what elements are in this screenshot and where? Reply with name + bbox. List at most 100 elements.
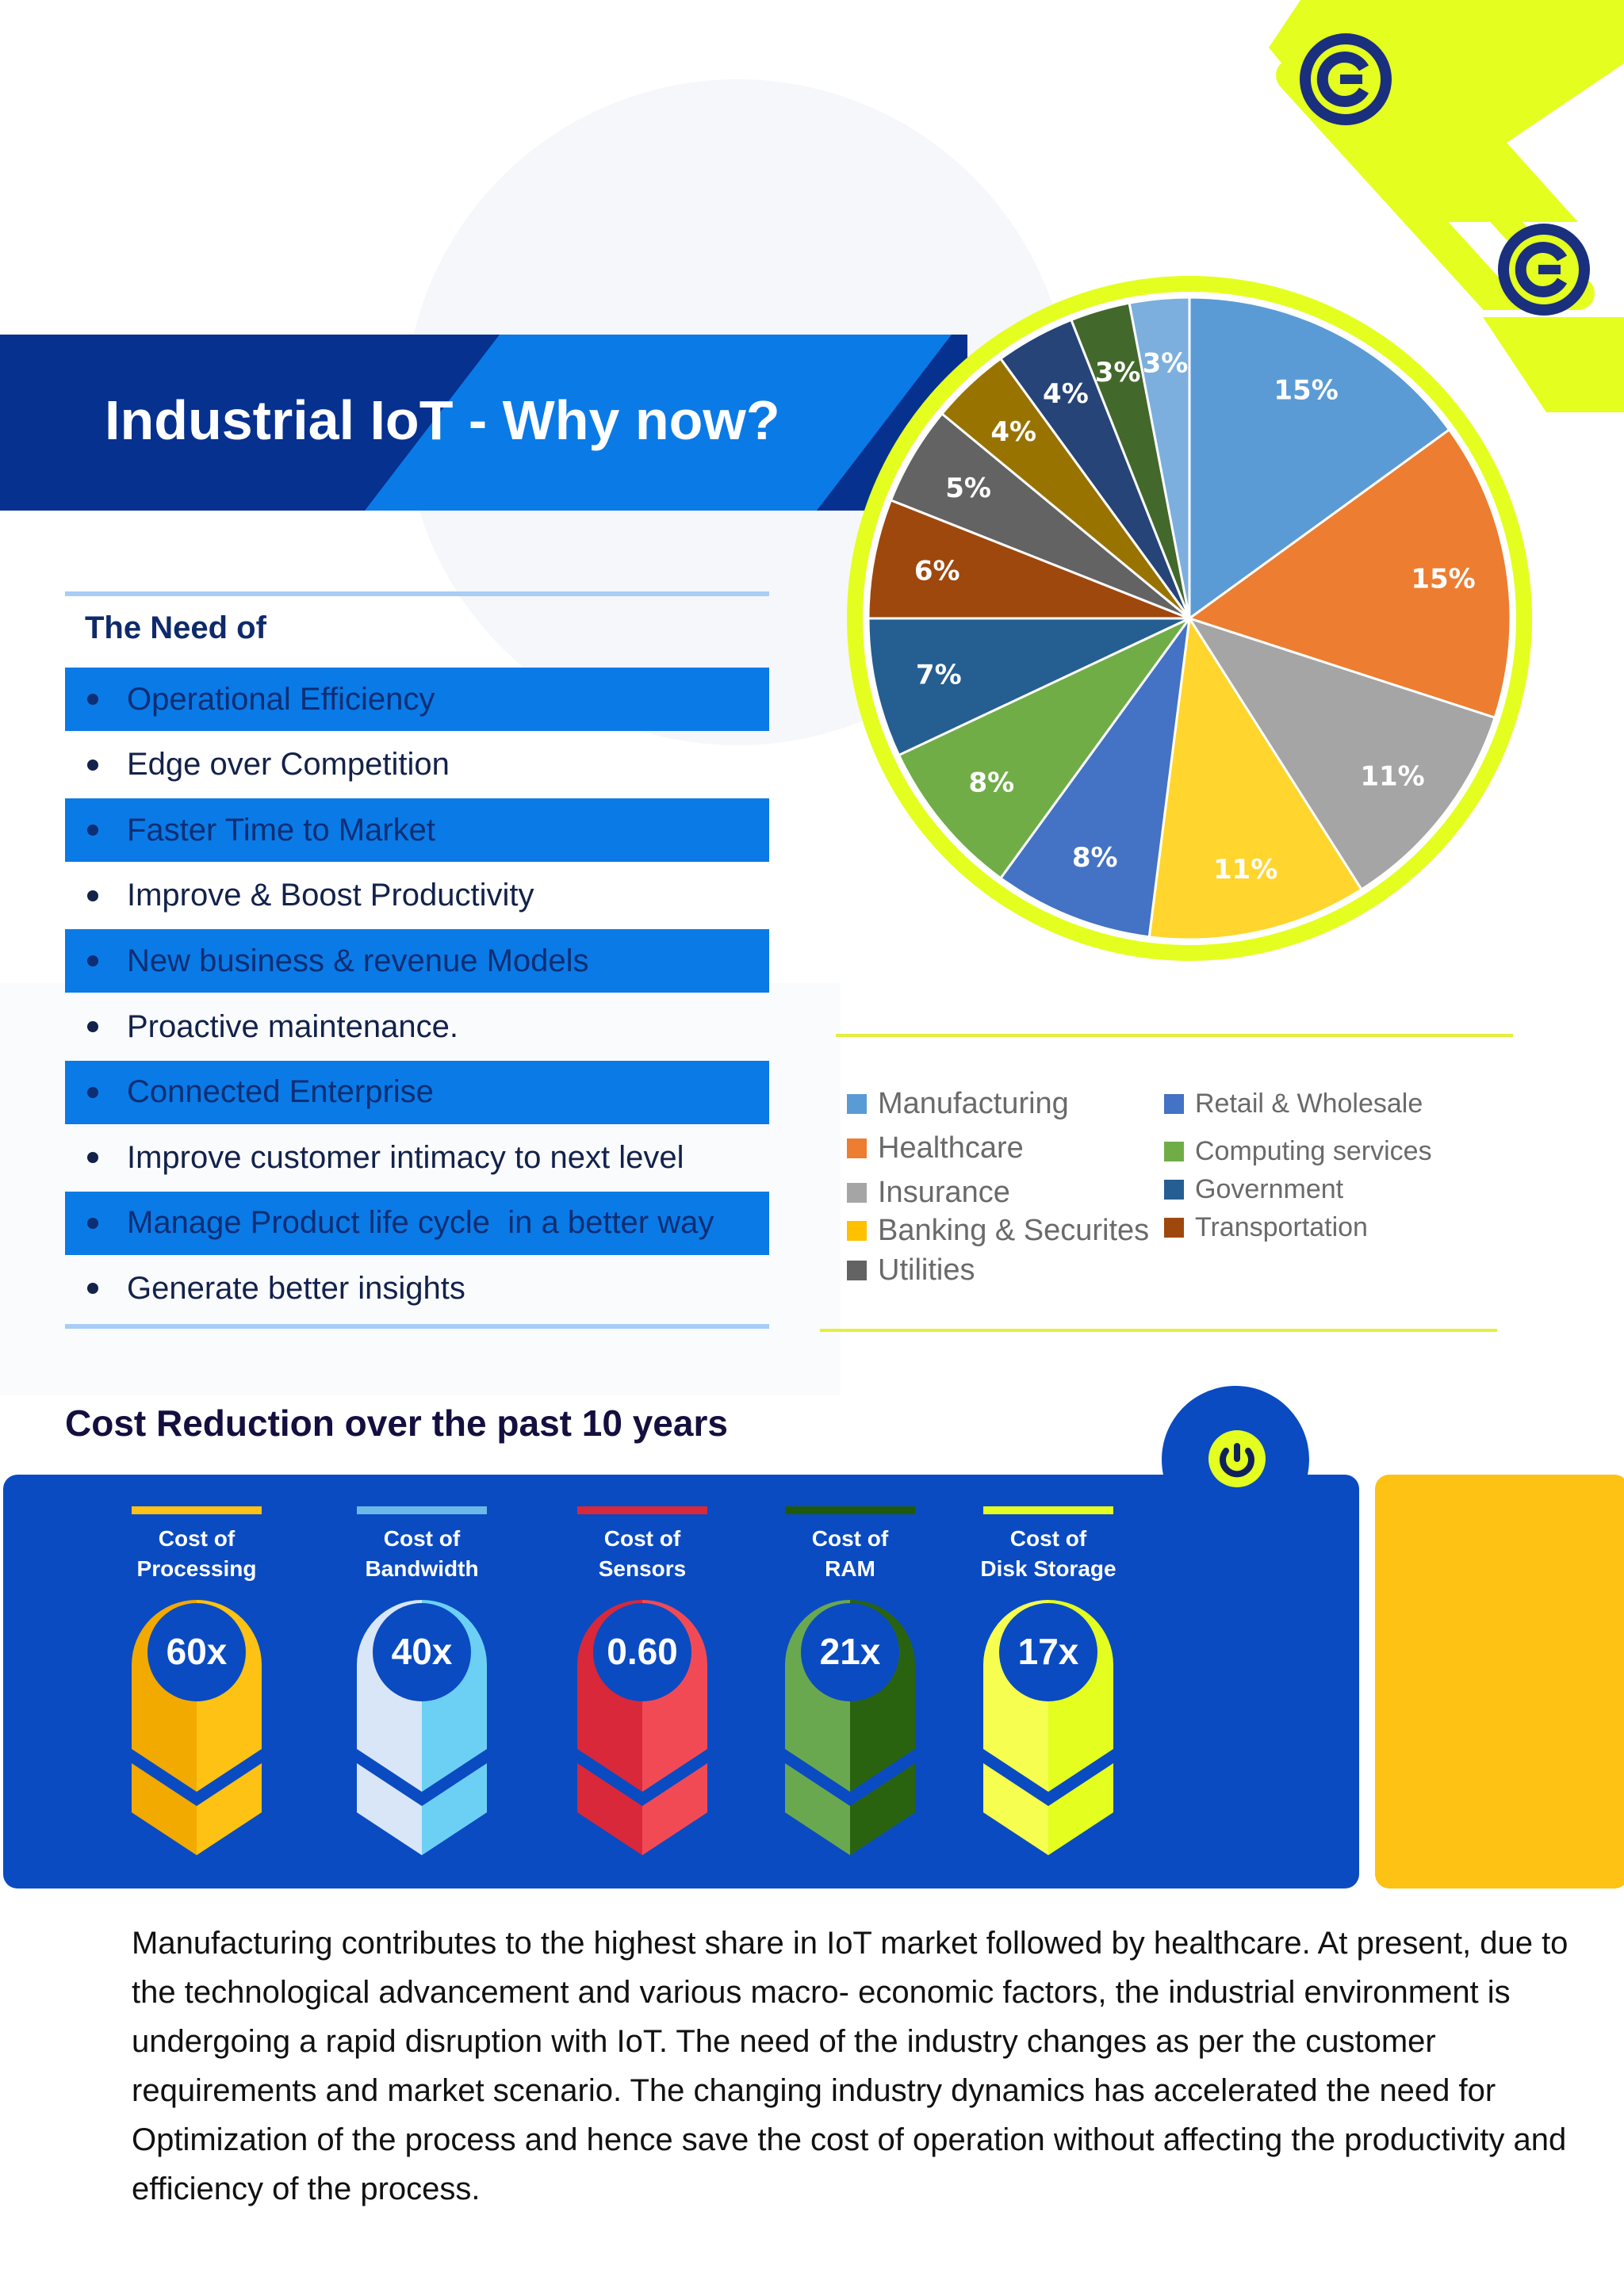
pie-slice-label: 6% <box>914 555 960 587</box>
bullet-icon <box>87 1021 98 1032</box>
pie-slice <box>998 618 1191 939</box>
bullet-icon <box>87 1152 98 1164</box>
need-item-label: Faster Time to Market <box>127 812 435 848</box>
legend-label: Banking & Securites <box>878 1214 1150 1247</box>
cost-label-line1: Cost of <box>383 1526 461 1551</box>
legend-swatch <box>847 1094 867 1114</box>
legend-item: Insurance <box>847 1176 1010 1210</box>
legend-swatch <box>1164 1218 1184 1238</box>
cost-value: 21x <box>819 1631 881 1672</box>
pie-slice-label: 4% <box>1043 378 1089 410</box>
legend-label: Retail & Wholesale <box>1195 1089 1423 1119</box>
cost-label-line2: Processing <box>136 1556 257 1581</box>
legend-swatch <box>847 1261 867 1280</box>
cost-reduction-heading: Cost Reduction over the past 10 years <box>65 1402 728 1444</box>
cost-color-bar <box>577 1506 707 1514</box>
bullet-icon <box>87 1086 98 1098</box>
power-icon <box>1208 1430 1266 1487</box>
pie-slice-label: 8% <box>1072 842 1118 874</box>
cost-value: 0.60 <box>607 1631 678 1672</box>
legend-swatch <box>847 1183 867 1203</box>
bullet-icon <box>87 1217 98 1229</box>
cost-marker-icon <box>132 1600 262 1855</box>
bullet-icon <box>87 825 98 836</box>
need-item-label: New business & revenue Models <box>127 943 589 978</box>
legend-swatch <box>1164 1142 1184 1161</box>
pie-slice <box>867 498 1190 620</box>
legend-label: Government <box>1195 1174 1344 1204</box>
pie-slice-label: 4% <box>990 416 1036 448</box>
need-item: Proactive maintenance. <box>65 995 769 1058</box>
body-paragraph: Manufacturing contributes to the highest… <box>132 1926 1568 2206</box>
need-item: Edge over Competition <box>65 733 769 797</box>
need-item: Faster Time to Market <box>65 798 769 863</box>
need-item-label: Generate better insights <box>127 1270 465 1306</box>
legend-item: Computing services <box>1164 1136 1432 1167</box>
need-item-label: Improve & Boost Productivity <box>127 878 534 913</box>
needs-top-rule <box>65 591 769 596</box>
legend-label: Utilities <box>878 1253 975 1287</box>
cost-label-line2: Disk Storage <box>980 1556 1116 1581</box>
cost-label-line2: Bandwidth <box>365 1556 479 1581</box>
cost-value: 60x <box>166 1631 228 1672</box>
need-item: New business & revenue Models <box>65 929 769 993</box>
cost-label-line1: Cost of <box>158 1526 236 1551</box>
cost-color-bar <box>132 1506 262 1514</box>
pie-slice-label: 8% <box>968 767 1014 799</box>
cost-color-bar <box>983 1506 1113 1514</box>
pie-slice <box>1186 427 1512 720</box>
pie-slice <box>1186 616 1497 892</box>
pie-slice-label: 15% <box>1274 374 1338 406</box>
pie-slice <box>897 617 1191 880</box>
legend-item: Government <box>1164 1174 1343 1205</box>
need-item: Generate better insights <box>65 1257 769 1320</box>
cost-label-line1: Cost of <box>811 1526 889 1551</box>
cost-color-bar <box>785 1506 915 1514</box>
pie-slice-label: 11% <box>1213 854 1277 886</box>
yellow-side-card <box>1375 1475 1624 1888</box>
need-item-label: Proactive maintenance. <box>127 1008 459 1044</box>
cost-marker-icon <box>983 1600 1113 1855</box>
cost-marker-icon <box>577 1600 707 1855</box>
cost-value: 17x <box>1017 1631 1079 1672</box>
legend-swatch <box>1164 1180 1184 1200</box>
legend-item: Utilities <box>847 1253 975 1288</box>
legend-label: Healthcare <box>878 1131 1024 1165</box>
need-item: Manage Product life cycle in a better wa… <box>65 1191 769 1255</box>
pie-slice <box>1188 296 1451 621</box>
legend-label: Insurance <box>878 1176 1010 1209</box>
needs-bottom-rule <box>65 1324 769 1329</box>
pie-slice-label: 3% <box>1095 357 1141 388</box>
industry-share-pie-chart: 15%15%11%11%8%8%7%6%5%4%4%3% 3% <box>847 276 1532 961</box>
pie-slice-label: 7% <box>916 660 962 691</box>
pie-slice-label: 15% <box>1411 563 1475 595</box>
legend-item: Transportation <box>1164 1212 1368 1243</box>
legend-label: Computing services <box>1195 1136 1432 1166</box>
cost-label-line2: RAM <box>825 1556 875 1581</box>
needs-heading: The Need of <box>85 610 266 645</box>
pie-slice-label: 5% <box>945 473 991 504</box>
logo-c-icon <box>1300 33 1392 125</box>
need-item: Improve & Boost Productivity <box>65 864 769 928</box>
legend-item: Retail & Wholesale <box>1164 1089 1423 1119</box>
legend-bottom-rule <box>820 1329 1497 1332</box>
legend-item: Manufacturing <box>847 1087 1069 1121</box>
pie-slice <box>1147 614 1364 941</box>
lime-arm-lower <box>1483 317 1624 412</box>
need-item: Connected Enterprise <box>65 1060 769 1124</box>
legend-swatch <box>847 1138 867 1158</box>
page-title: Industrial IoT - Why now? <box>105 389 780 451</box>
legend-top-rule <box>836 1034 1513 1037</box>
legend-item: Banking & Securites <box>847 1214 1149 1248</box>
bullet-icon <box>87 694 98 705</box>
need-item-label: Improve customer intimacy to next level <box>127 1139 684 1175</box>
pie-slice <box>1128 296 1191 619</box>
cost-marker-icon <box>357 1600 487 1855</box>
cost-label-line1: Cost of <box>1009 1526 1087 1551</box>
need-item-label: Edge over Competition <box>127 747 450 783</box>
cost-color-bar <box>357 1506 487 1514</box>
need-item-label: Manage Product life cycle in a better wa… <box>127 1205 714 1241</box>
cost-label-line1: Cost of <box>603 1526 681 1551</box>
cost-value: 40x <box>391 1631 453 1672</box>
logo-c-icon <box>1498 224 1590 316</box>
